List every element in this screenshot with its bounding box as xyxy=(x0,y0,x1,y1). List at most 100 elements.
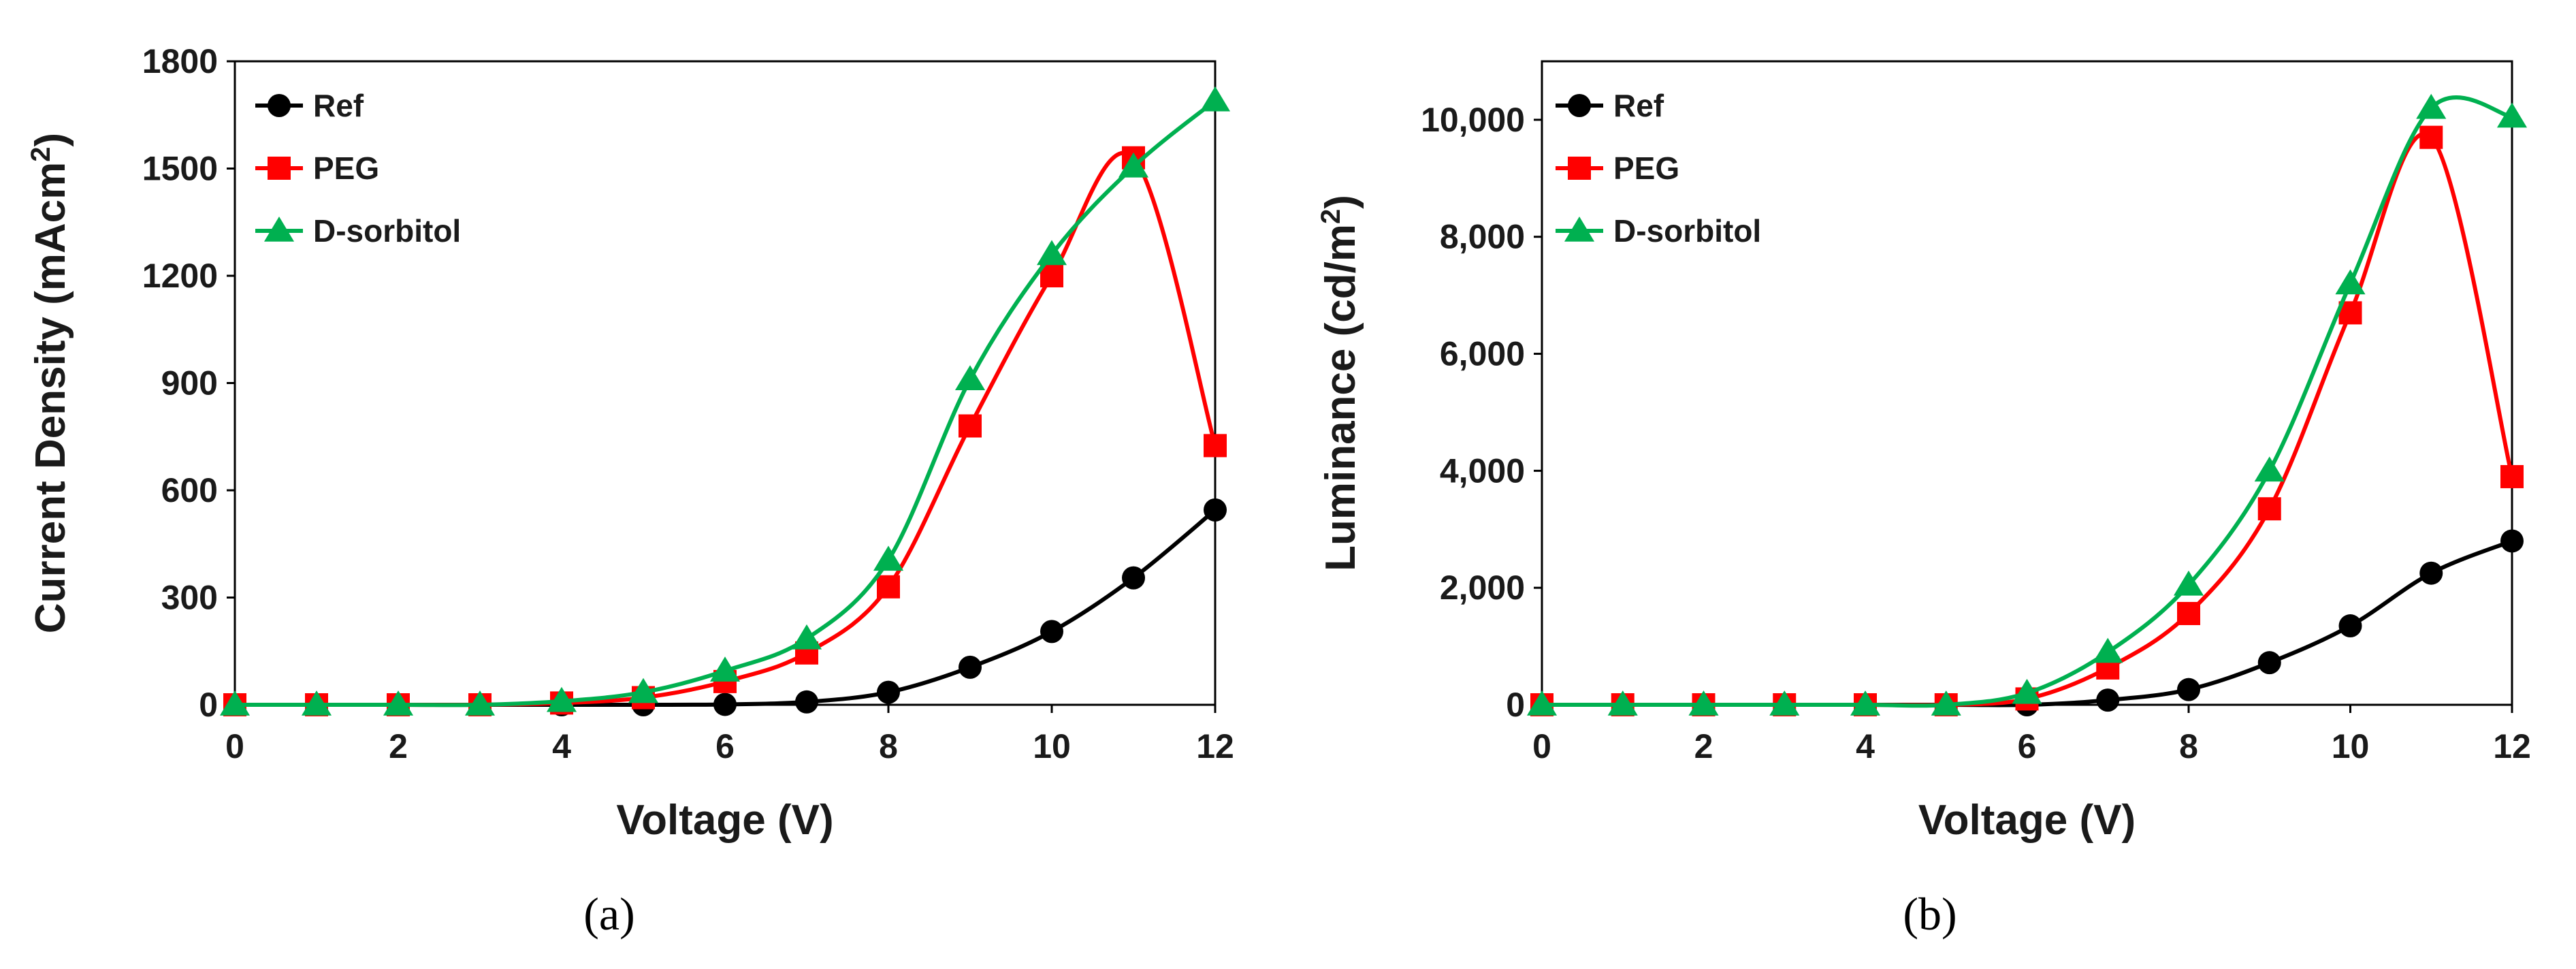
x-tick-label: 2 xyxy=(1694,727,1713,765)
data-point xyxy=(1200,86,1231,112)
data-point xyxy=(2500,464,2524,488)
x-tick-label: 10 xyxy=(1033,727,1071,765)
data-point xyxy=(709,656,741,682)
data-point xyxy=(954,365,986,390)
data-point xyxy=(795,690,818,714)
chart-panel-a: 0 2 4 6 8 10 12 0 300 600 900 1200 1500 1800 Voltage (… xyxy=(26,42,1234,940)
y-tick-label: 6,000 xyxy=(1440,335,1525,373)
data-point xyxy=(2335,269,2366,295)
data-point xyxy=(1118,152,1149,178)
data-point xyxy=(2254,456,2285,482)
legend-label: D-sorbitol xyxy=(313,213,461,249)
data-point xyxy=(873,545,904,571)
data-point xyxy=(2012,678,2042,704)
data-point xyxy=(219,690,251,716)
data-point xyxy=(2338,614,2362,638)
x-tick-label: 0 xyxy=(1532,727,1551,765)
data-point xyxy=(713,693,737,716)
y-tick-label: 1500 xyxy=(142,150,218,188)
panel-caption: (a) xyxy=(583,888,634,940)
y-axis-label-main: Current Density (mAcm xyxy=(27,162,74,633)
legend-marker xyxy=(263,217,295,242)
legend-marker xyxy=(1564,217,1595,242)
x-tick-label: 0 xyxy=(225,727,244,765)
data-point xyxy=(464,690,496,716)
chart-panel-b: 0 2 4 6 8 10 12 0 2,000 4,000 6,000 8,000 10,000 Volt… xyxy=(1316,60,2531,940)
y-axis-label: Current Density (mAcm2) xyxy=(26,133,74,633)
data-point xyxy=(2093,637,2123,663)
plot-area-frame xyxy=(234,60,1217,706)
data-point xyxy=(1122,566,1145,590)
series-line xyxy=(235,99,1217,708)
y-tick-label: 8,000 xyxy=(1440,218,1525,256)
data-point xyxy=(1204,498,1227,522)
data-point xyxy=(1040,264,1063,287)
y-tick-label: 4,000 xyxy=(1440,451,1525,490)
y-tick-label: 0 xyxy=(199,686,218,724)
y-tick-label: 0 xyxy=(1506,686,1525,724)
y-axis-label-main: Luminance (cd/m xyxy=(1317,224,1364,571)
data-point xyxy=(1036,240,1067,266)
data-point xyxy=(2096,688,2120,712)
legend-label: Ref xyxy=(313,88,364,123)
data-point xyxy=(1204,434,1227,458)
data-point xyxy=(2257,651,2281,675)
legend-marker xyxy=(1568,157,1591,180)
y-tick-label: 1200 xyxy=(142,257,218,295)
x-tick-label: 10 xyxy=(2332,727,2370,765)
data-point xyxy=(383,690,414,716)
panel-caption: (b) xyxy=(1903,888,1957,940)
data-point xyxy=(2500,529,2524,553)
y-tick-label: 900 xyxy=(161,364,218,402)
legend: Ref PEG D-sorbitol xyxy=(1556,88,1761,249)
data-point xyxy=(301,690,332,716)
data-point xyxy=(2496,102,2528,128)
y-axis-label-superscript: 2 xyxy=(26,146,56,161)
data-point xyxy=(791,624,822,650)
data-point xyxy=(877,680,900,704)
data-point xyxy=(1931,690,1961,716)
legend: Ref PEG D-sorbitol xyxy=(255,88,461,249)
x-tick-label: 6 xyxy=(2018,727,2037,765)
legend-label: Ref xyxy=(1613,88,1664,123)
data-point xyxy=(1607,690,1638,716)
data-point xyxy=(1850,690,1881,716)
data-point xyxy=(2257,497,2281,521)
x-tick-label: 8 xyxy=(2179,727,2198,765)
data-point xyxy=(959,414,982,438)
data-point xyxy=(959,655,982,679)
y-tick-label: 300 xyxy=(161,579,218,617)
data-point xyxy=(877,575,900,599)
y-tick-label: 10,000 xyxy=(1421,101,1525,139)
x-axis-label: Voltage (V) xyxy=(1918,797,2136,844)
x-tick-label: 12 xyxy=(2493,727,2531,765)
x-tick-label: 2 xyxy=(389,727,408,765)
x-tick-label: 4 xyxy=(1856,727,1875,765)
x-axis-label: Voltage (V) xyxy=(616,797,833,844)
x-tick-label: 4 xyxy=(552,727,571,765)
legend-label: D-sorbitol xyxy=(1613,213,1761,249)
data-point xyxy=(2173,570,2204,596)
legend-marker xyxy=(1568,94,1591,117)
x-tick-label: 6 xyxy=(715,727,735,765)
legend-label: PEG xyxy=(313,150,379,186)
data-point xyxy=(2177,678,2200,701)
y-tick-label: 1800 xyxy=(142,42,218,80)
legend-marker xyxy=(268,94,291,117)
y-axis-label-close: ) xyxy=(1317,195,1364,209)
data-point xyxy=(1769,690,1800,716)
legend-marker xyxy=(268,157,291,180)
series-d-sorbitol xyxy=(219,86,1231,716)
y-tick-label: 600 xyxy=(161,471,218,509)
legend-label: PEG xyxy=(1613,150,1679,186)
series-d-sorbitol xyxy=(1526,93,2528,716)
data-point xyxy=(2419,125,2443,149)
data-point xyxy=(628,678,659,703)
x-tick-label: 12 xyxy=(1196,727,1234,765)
data-point xyxy=(2416,93,2447,119)
y-axis-label: Luminance (cd/m2) xyxy=(1316,195,1364,571)
data-point xyxy=(2419,561,2443,585)
y-axis-label-superscript: 2 xyxy=(1316,209,1346,224)
y-tick-label: 2,000 xyxy=(1440,569,1525,607)
